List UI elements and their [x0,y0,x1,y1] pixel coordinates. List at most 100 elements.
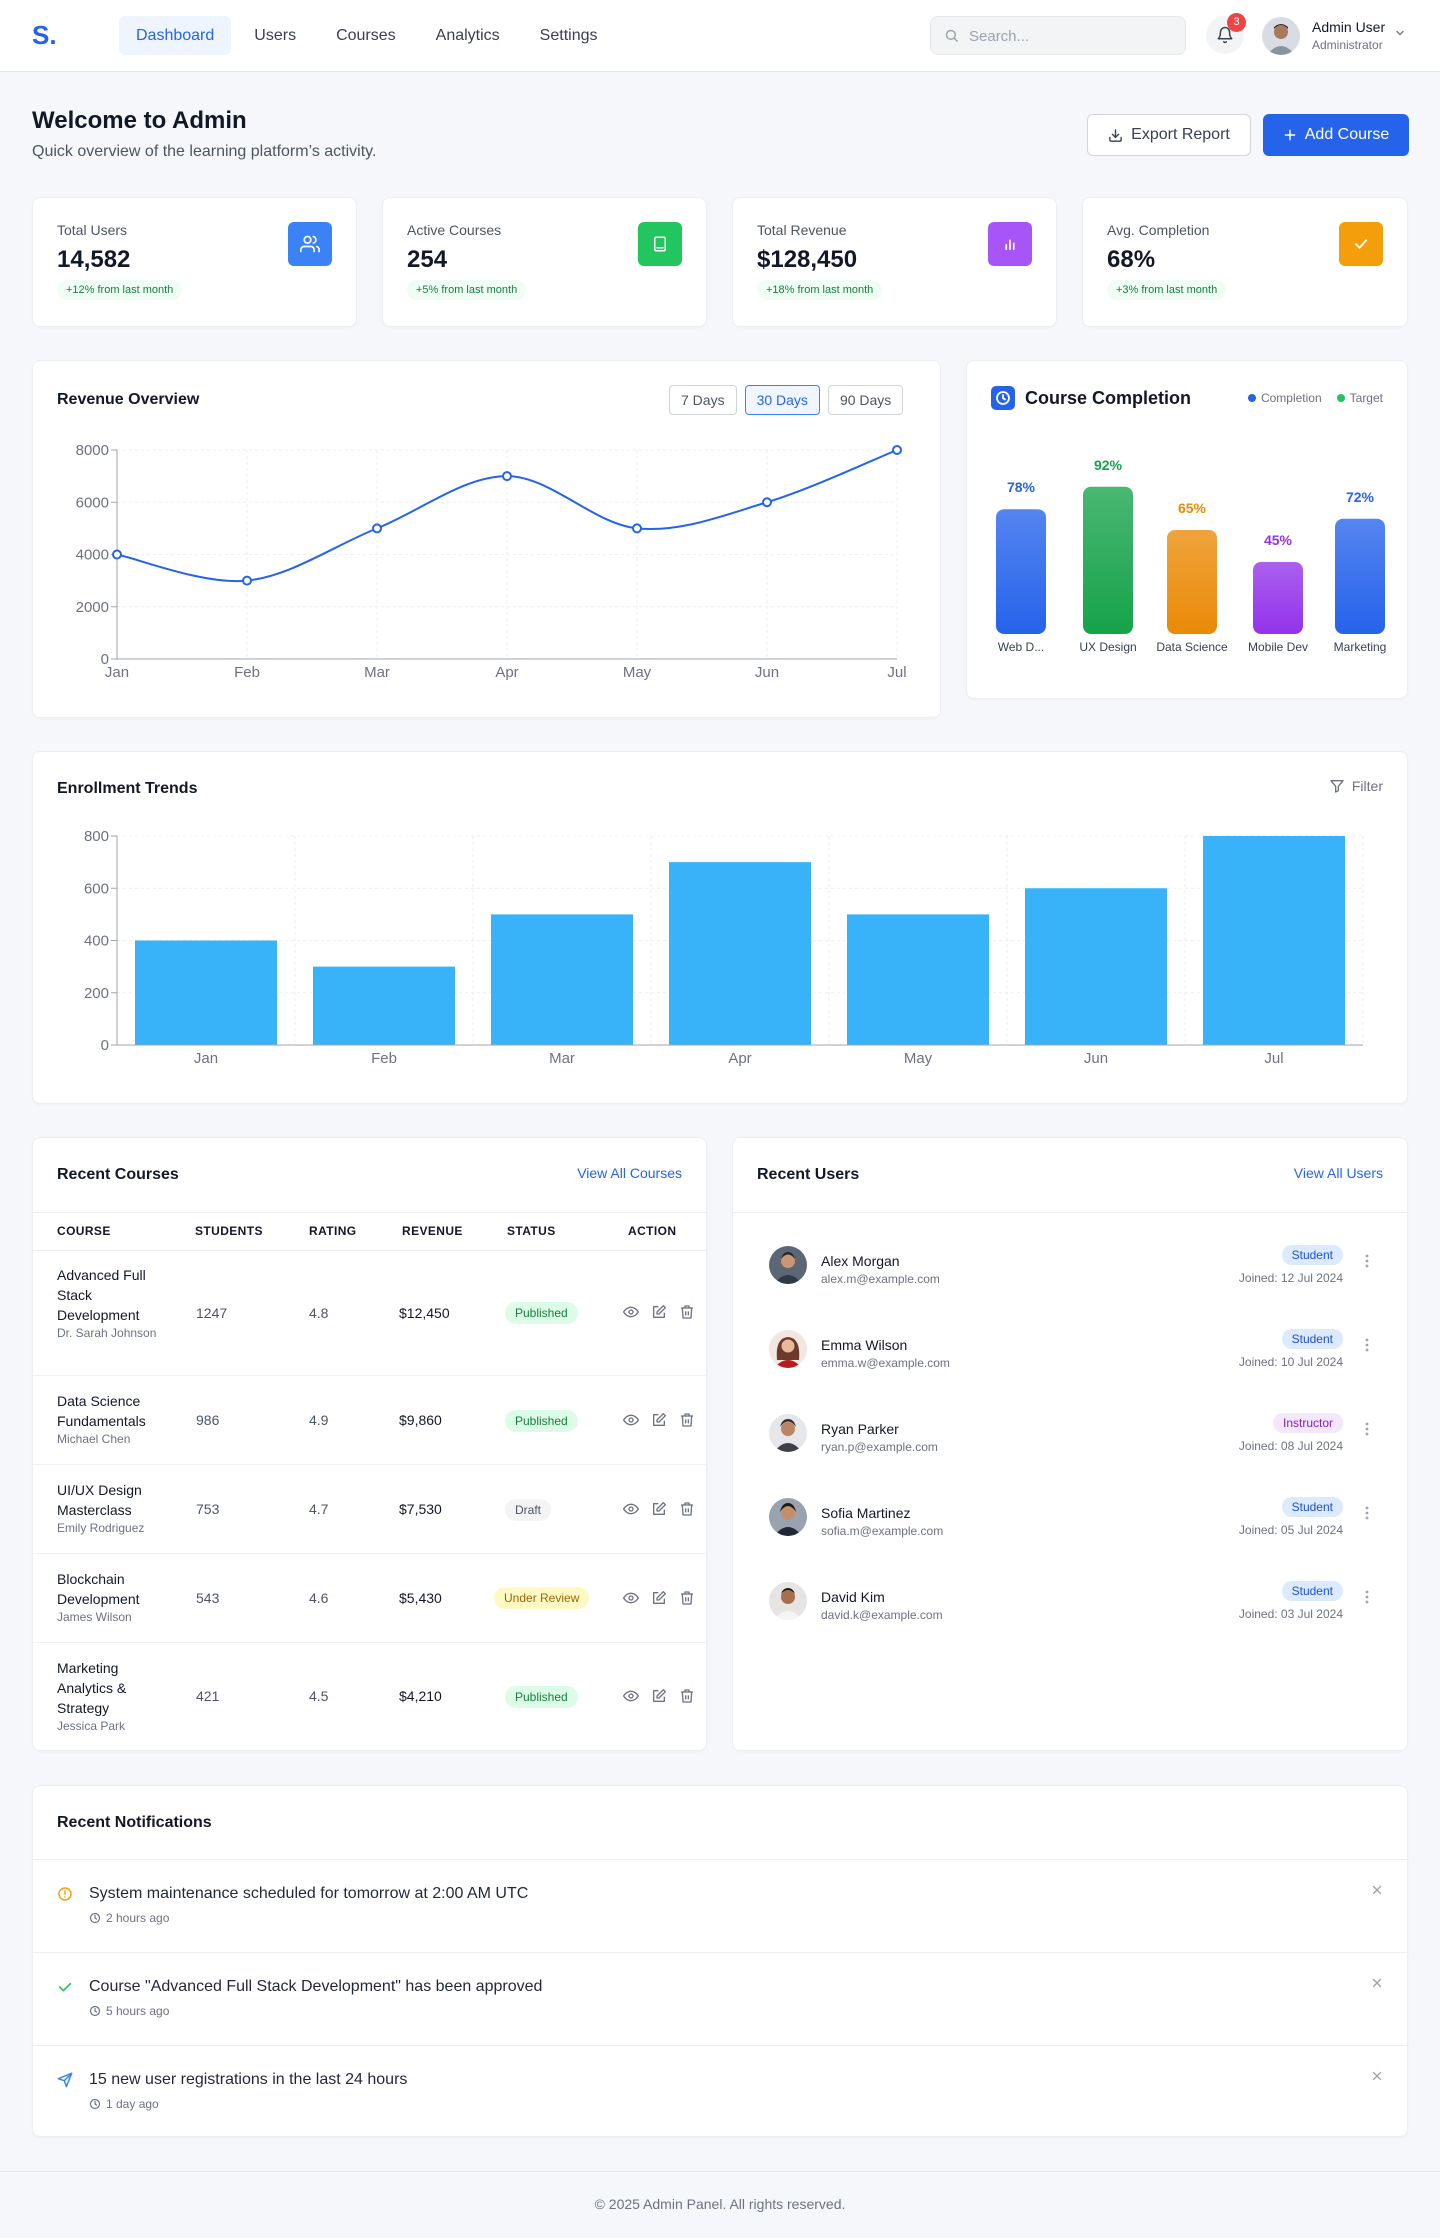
notification-message: Course "Advanced Full Stack Development"… [89,1978,543,1995]
avatar [769,1330,807,1368]
role-badge: Student [1281,1245,1343,1265]
course-students: 1247 [196,1305,228,1321]
course-name: UI/UX Design Masterclass Emily Rodriguez [57,1480,177,1536]
notification-message: 15 new user registrations in the last 24… [89,2071,408,2088]
data-label: 45% [1264,532,1293,548]
recent-notifications-title: Recent Notifications [57,1814,212,1831]
course-rating: 4.8 [309,1305,329,1321]
more-vertical-icon[interactable] [1365,1589,1369,1605]
add-course-button[interactable]: Add Course [1263,114,1409,156]
more-vertical-icon[interactable] [1365,1421,1369,1437]
x-tick-label: Jul [887,664,906,681]
trash-icon[interactable] [679,1412,695,1428]
page-subtitle: Quick overview of the learning platform’… [32,143,377,160]
more-vertical-icon[interactable] [1365,1505,1369,1521]
user-menu[interactable]: Admin User Administrator [1262,17,1412,55]
edit-icon[interactable] [651,1501,667,1517]
divider [33,1250,706,1251]
category-label: Web D... [998,640,1044,654]
legend-item-completion: Completion [1247,391,1322,405]
main-nav: Dashboard Users Courses Analytics Settin… [119,16,614,55]
filter-button[interactable]: Filter [1329,778,1383,794]
data-point [502,471,512,482]
x-tick-label: Jan [105,664,129,681]
status-badge: Under Review [494,1587,590,1609]
edit-icon[interactable] [651,1688,667,1704]
close-icon[interactable] [1371,1884,1383,1896]
data-point [372,523,382,534]
edit-icon[interactable] [651,1304,667,1320]
stat-card-active-courses: Active Courses 254 +5% from last month [382,197,707,327]
stat-change-badge: +3% from last month [1107,280,1227,300]
more-vertical-icon[interactable] [1365,1253,1369,1269]
edit-icon[interactable] [651,1412,667,1428]
check-icon [58,1982,72,1992]
view-all-users-link[interactable]: View All Users [1293,1165,1383,1181]
completion-bar [1083,486,1133,634]
column-header-students: STUDENTS [195,1224,263,1238]
completion-legend: Completion Target [1247,391,1383,405]
eye-icon[interactable] [623,1412,639,1428]
column-header-revenue: REVENUE [402,1224,463,1238]
export-report-label: Export Report [1131,126,1230,143]
course-name: Blockchain Development James Wilson [57,1569,177,1625]
stat-label: Active Courses [407,222,502,238]
trash-icon[interactable] [679,1501,695,1517]
user-email: alex.m@example.com [821,1272,940,1286]
eye-icon[interactable] [623,1590,639,1606]
trash-icon[interactable] [679,1304,695,1320]
stat-change-badge: +18% from last month [757,280,883,300]
nav-item-dashboard[interactable]: Dashboard [119,16,232,55]
alert-circle-icon [58,1887,72,1901]
status-badge: Published [505,1686,578,1708]
course-revenue: $9,860 [399,1412,442,1428]
eye-icon[interactable] [623,1501,639,1517]
page-title: Welcome to Admin [32,107,247,134]
recent-courses-title: Recent Courses [57,1166,179,1183]
view-all-courses-link[interactable]: View All Courses [577,1165,682,1181]
avatar [769,1582,807,1620]
trash-icon[interactable] [679,1590,695,1606]
x-tick-label: May [623,664,652,681]
row-actions [623,1412,695,1428]
more-vertical-icon[interactable] [1365,1337,1369,1353]
y-tick-label: 2000 [76,599,109,616]
range-7-days-button[interactable]: 7 Days [669,385,737,415]
close-icon[interactable] [1371,2070,1383,2082]
data-label: 72% [1346,489,1375,505]
course-rating: 4.5 [309,1688,329,1704]
completion-bar [996,509,1046,634]
enrollment-trends-card: Enrollment Trends Filter 0 200 400 600 800 Ja… [32,751,1408,1104]
export-report-button[interactable]: Export Report [1087,114,1251,156]
brand-logo[interactable]: S. [32,20,57,50]
nav-item-analytics[interactable]: Analytics [435,27,500,44]
stat-card-avg-completion: Avg. Completion 68% +3% from last month [1082,197,1408,327]
eye-icon[interactable] [623,1688,639,1704]
notifications-button[interactable]: 3 [1206,13,1246,54]
chevron-down-icon [1396,30,1404,36]
eye-icon[interactable] [623,1304,639,1320]
search-input[interactable] [969,23,1174,49]
x-tick-label: Jun [1084,1050,1108,1067]
bar-chart-icon [988,222,1032,266]
nav-item-courses[interactable]: Courses [336,27,396,44]
enrollment-bar [313,966,455,1045]
search-icon [945,29,958,42]
range-90-days-button[interactable]: 90 Days [827,385,904,415]
edit-icon[interactable] [651,1590,667,1606]
top-navbar: S. Dashboard Users Courses Analytics Set… [0,0,1440,72]
range-30-days-button[interactable]: 30 Days [744,385,820,415]
role-badge: Student [1281,1497,1343,1517]
nav-item-settings[interactable]: Settings [539,27,598,44]
recent-courses-card: Recent Courses View All Courses COURSE S… [32,1137,707,1751]
close-icon[interactable] [1371,1977,1383,1989]
trash-icon[interactable] [679,1688,695,1704]
course-students: 421 [196,1688,220,1704]
role-badge: Instructor [1272,1413,1343,1433]
stat-label: Total Revenue [757,222,847,238]
nav-item-users[interactable]: Users [254,27,297,44]
avatar [769,1414,807,1452]
course-rating: 4.6 [309,1590,329,1606]
data-point [632,523,642,534]
completion-bar [1167,530,1217,634]
